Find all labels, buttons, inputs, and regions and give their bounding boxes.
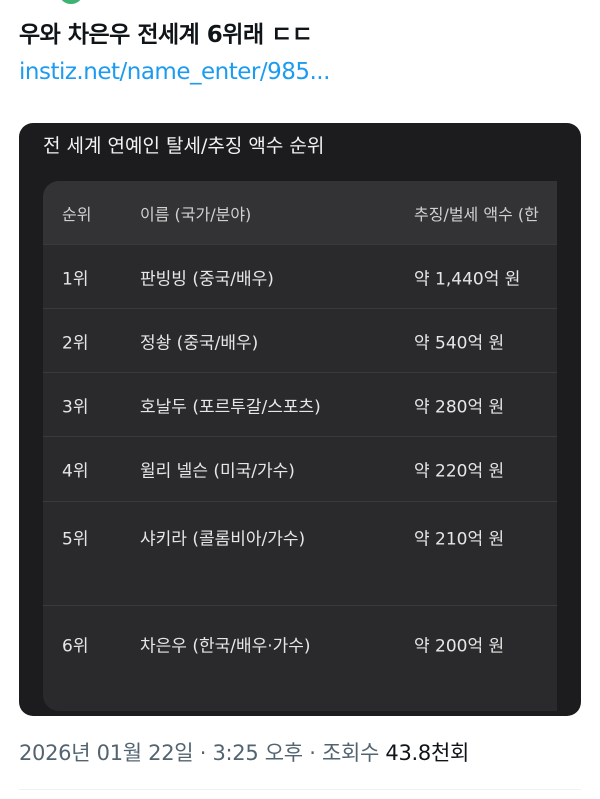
post-date: 2026년 01월 22일 — [19, 741, 194, 765]
attached-image[interactable]: 전 세계 연예인 탈세/추징 액수 순위 순위 이름 (국가/분야) 추징/벌세… — [19, 123, 581, 716]
table-row: 4위 윌리 넬슨 (미국/가수) 약 220억 원 — [43, 437, 557, 502]
name: 판빙빙 (중국/배우) — [140, 269, 274, 289]
rank: 5위 — [62, 529, 89, 550]
amount: 약 280억 원 — [414, 397, 505, 417]
table-row: 1위 판빙빙 (중국/배우) 약 1,440억 원 — [43, 245, 557, 309]
views-label: 조회수 — [321, 741, 380, 765]
post-time: 3:25 오후 — [212, 741, 303, 765]
tweet-text: 우와 차은우 전세계 6위래 ㄷㄷ instiz.net/name_enter/… — [19, 17, 579, 91]
tweet-link[interactable]: instiz.net/name_enter/985... — [19, 59, 330, 85]
table-row: 5위 샤키라 (콜롬비아/가수) 약 210억 원 — [43, 502, 557, 606]
divider — [19, 789, 581, 790]
name: 샤키라 (콜롬비아/가수) — [140, 529, 306, 550]
name: 호날두 (포르투갈/스포츠) — [140, 397, 321, 417]
table-row: 6위 차은우 (한국/배우·가수) 약 200억 원 — [43, 606, 557, 681]
name: 정솽 (중국/배우) — [140, 333, 259, 353]
header-rank: 순위 — [62, 204, 92, 224]
avatar[interactable] — [60, 0, 82, 4]
rank: 1위 — [62, 269, 89, 289]
amount: 약 210억 원 — [414, 529, 505, 550]
card-title: 전 세계 연예인 탈세/추징 액수 순위 — [43, 135, 325, 157]
header-amount: 추징/벌세 액수 (한 — [414, 204, 539, 224]
table-row: 3위 호날두 (포르투갈/스포츠) 약 280억 원 — [43, 373, 557, 437]
rank: 3위 — [62, 397, 89, 417]
amount: 약 220억 원 — [414, 461, 505, 482]
header-name: 이름 (국가/분야) — [140, 204, 252, 224]
amount: 약 540억 원 — [414, 333, 505, 353]
name: 차은우 (한국/배우·가수) — [140, 636, 311, 656]
tweet-body: 우와 차은우 전세계 6위래 ㄷㄷ — [19, 22, 313, 48]
tweet-meta: 2026년 01월 22일 · 3:25 오후 · 조회수 43.8천회 — [19, 741, 470, 765]
rank: 6위 — [62, 636, 89, 656]
table-row: 2위 정솽 (중국/배우) 약 540억 원 — [43, 309, 557, 373]
amount: 약 200억 원 — [414, 636, 505, 656]
table-header: 순위 이름 (국가/분야) 추징/벌세 액수 (한 — [43, 181, 557, 245]
views-count[interactable]: 43.8천회 — [385, 741, 470, 765]
rank: 4위 — [62, 461, 89, 482]
ranking-table: 순위 이름 (국가/분야) 추징/벌세 액수 (한 1위 판빙빙 (중국/배우)… — [43, 181, 557, 711]
rank: 2위 — [62, 333, 89, 353]
name: 윌리 넬슨 (미국/가수) — [140, 461, 295, 482]
amount: 약 1,440억 원 — [414, 269, 521, 289]
